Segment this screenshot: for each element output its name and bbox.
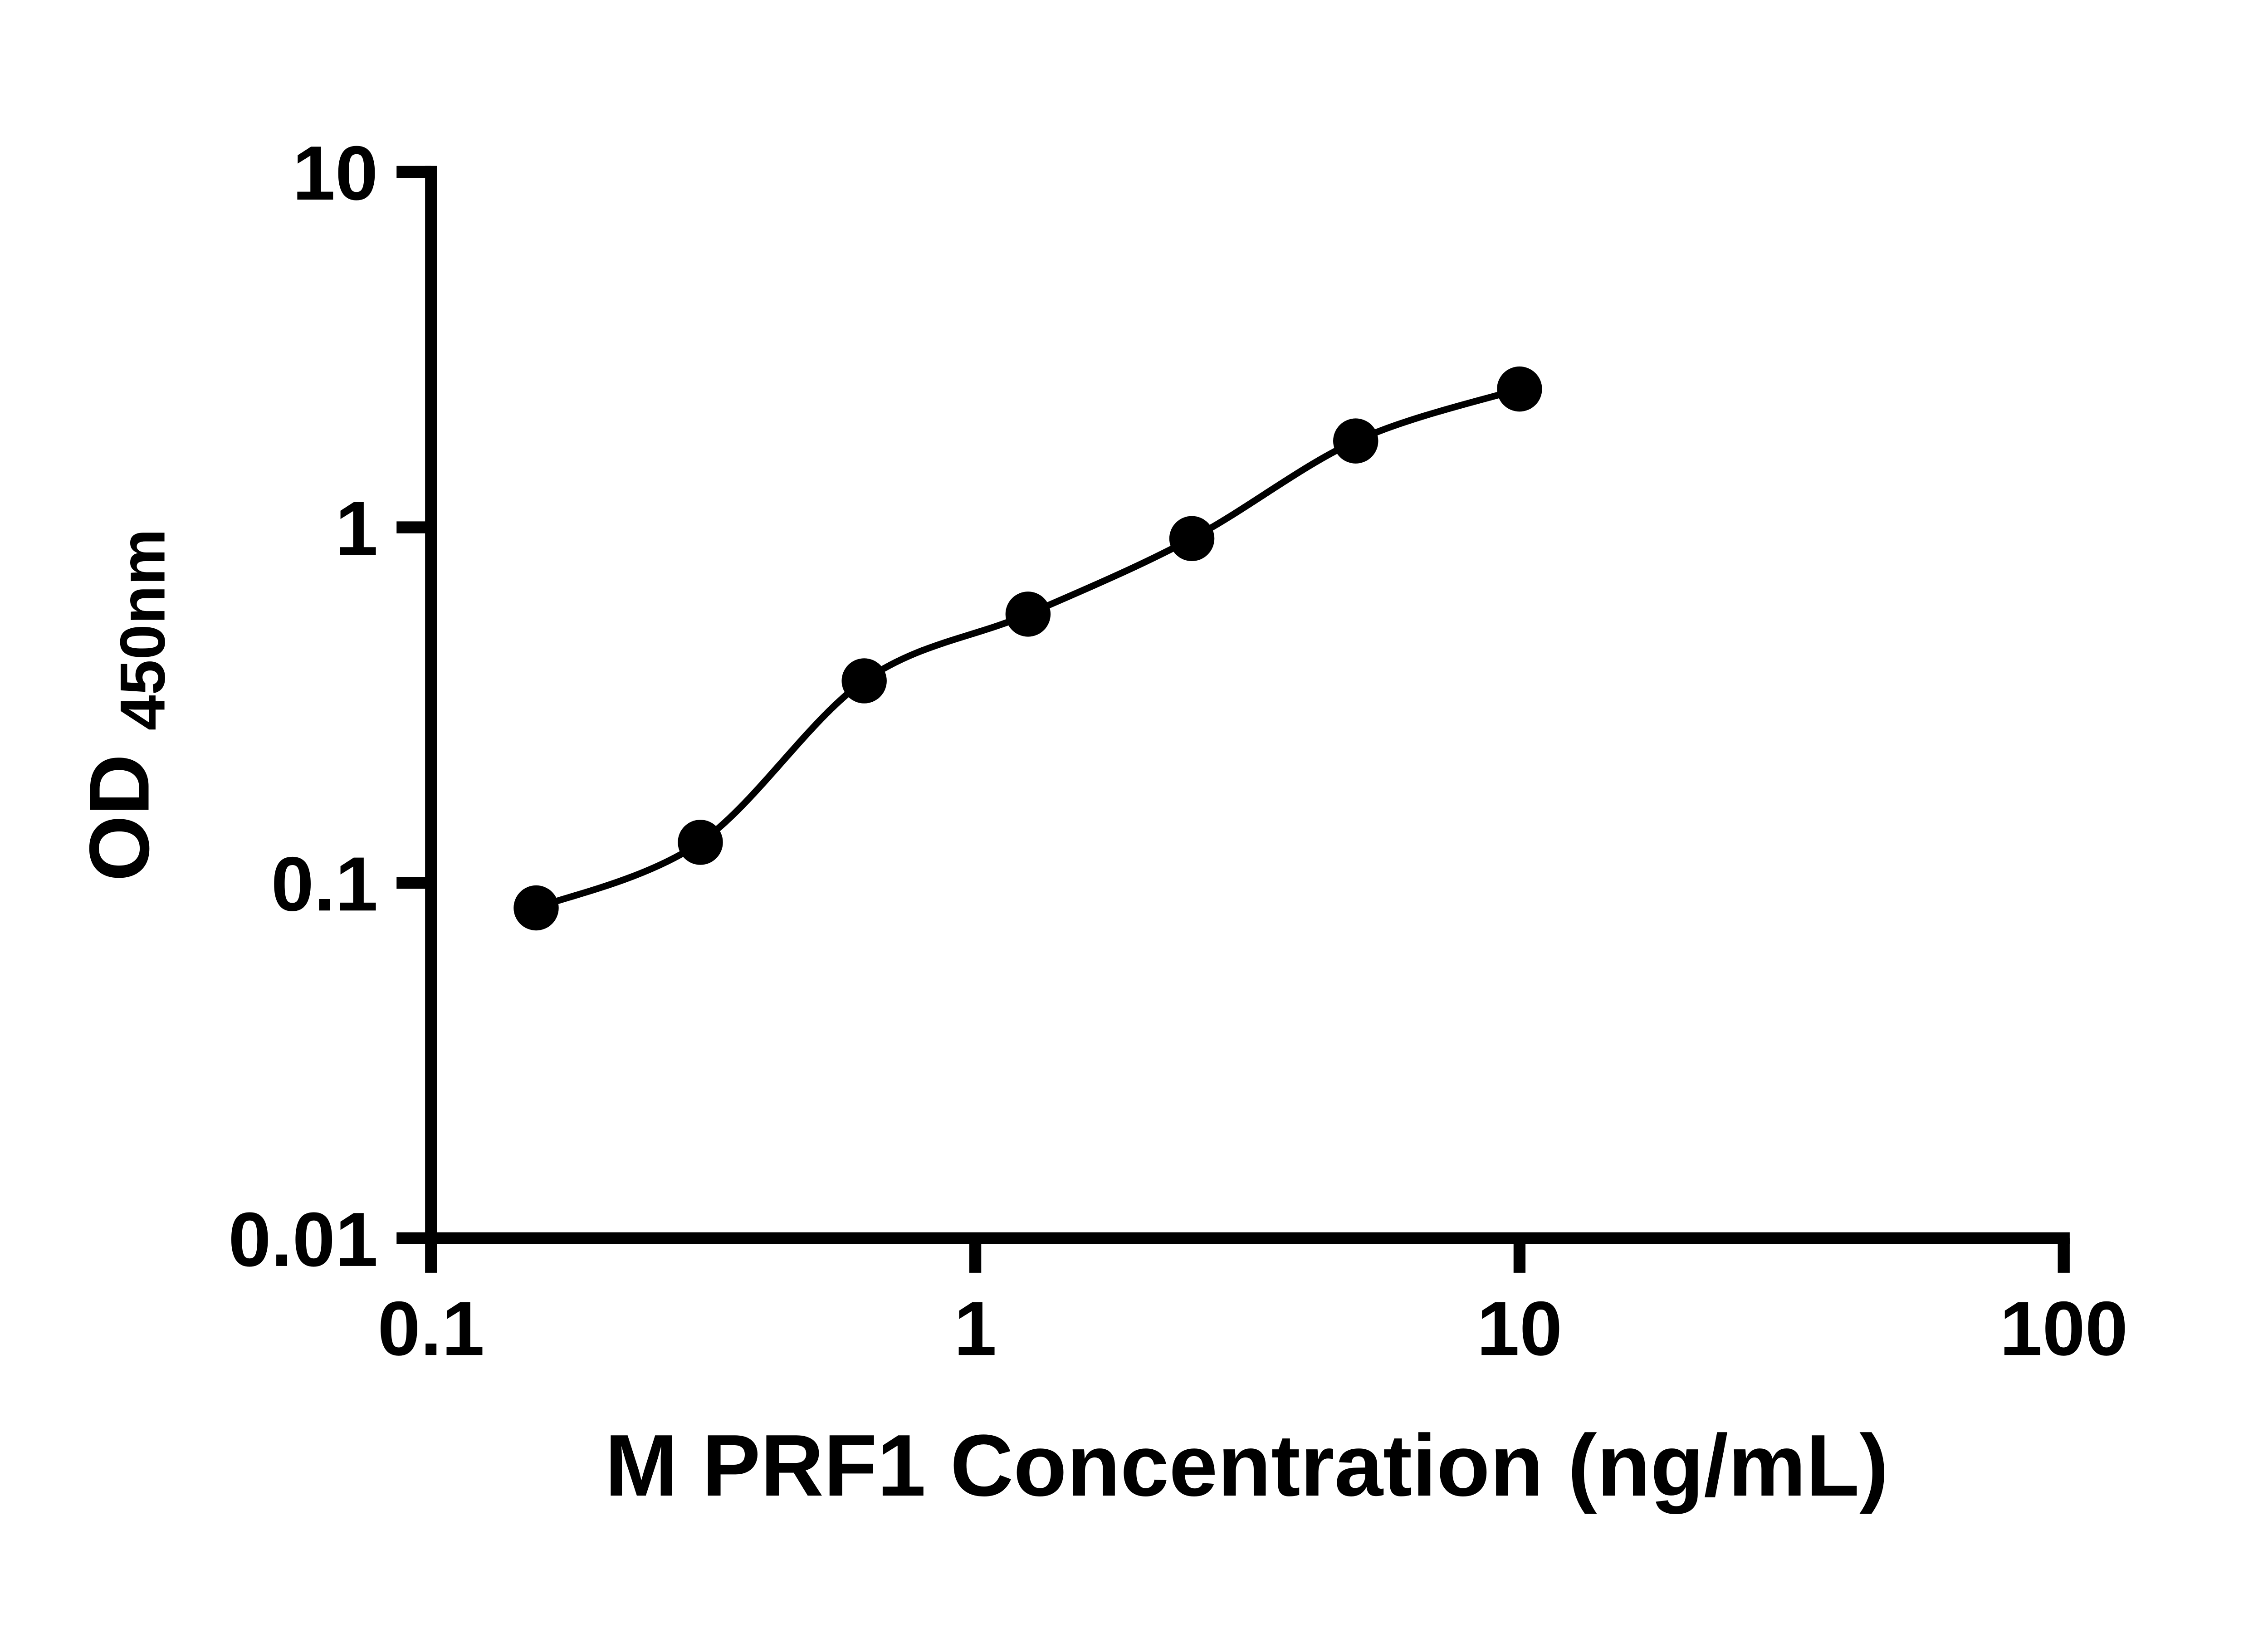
- y-axis-title: OD 450nm: [72, 529, 178, 881]
- data-point-marker: [1497, 366, 1542, 412]
- x-tick-label: 10: [1477, 1285, 1563, 1371]
- data-point-marker: [1005, 592, 1051, 637]
- x-tick-label: 1: [954, 1285, 997, 1371]
- data-point-marker: [841, 658, 887, 704]
- x-tick-label: 0.1: [377, 1285, 484, 1371]
- x-axis-title: M PRF1 Concentration (ng/mL): [605, 1416, 1888, 1514]
- data-point-marker: [513, 885, 559, 931]
- y-tick-label: 1: [335, 485, 378, 572]
- x-tick-label: 100: [1999, 1285, 2128, 1371]
- data-points-layer: [513, 366, 1542, 931]
- y-tick-label: 0.1: [271, 841, 378, 927]
- axes-layer: [425, 166, 2070, 1244]
- y-axis-title-subscript: 450nm: [107, 529, 178, 731]
- y-axis-title-main: OD: [72, 754, 166, 881]
- data-point-marker: [1169, 516, 1215, 561]
- data-point-marker: [678, 820, 723, 865]
- data-point-marker: [1333, 418, 1378, 464]
- tick-marks-layer: [396, 166, 2070, 1273]
- y-tick-label: 0.01: [228, 1196, 378, 1282]
- y-tick-label: 10: [293, 130, 378, 216]
